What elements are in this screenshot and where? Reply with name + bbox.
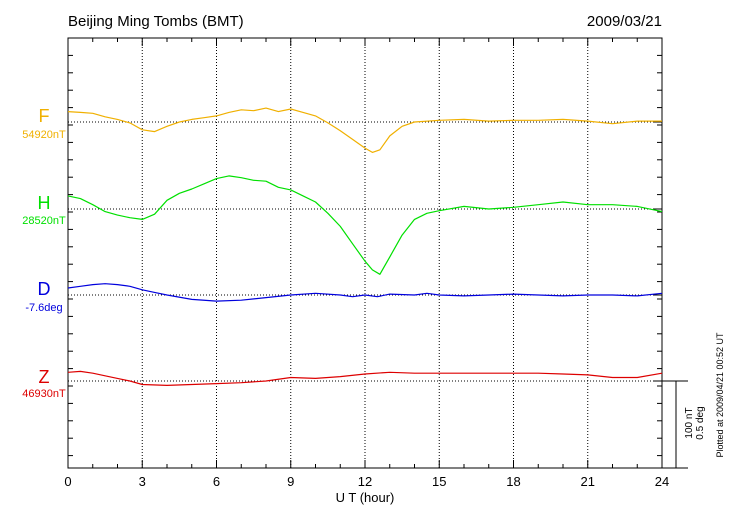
x-tick-label: 18 <box>506 474 520 489</box>
x-tick-label: 0 <box>64 474 71 489</box>
channel-name-f: F <box>39 106 50 126</box>
station-title: Beijing Ming Tombs (BMT) <box>68 13 244 30</box>
axis-ticks <box>67 38 663 468</box>
channel-name-z: Z <box>39 367 50 387</box>
grid-lines <box>141 38 589 468</box>
x-tick-label: 3 <box>139 474 146 489</box>
trace-h <box>67 175 663 275</box>
baseline-value-d: -7.6deg <box>25 302 62 314</box>
x-axis-label: U T (hour) <box>336 490 395 505</box>
x-tick-label: 9 <box>287 474 294 489</box>
channel-name-d: D <box>38 279 51 299</box>
traces <box>67 107 663 386</box>
date-label: 2009/03/21 <box>587 13 662 30</box>
x-tick-label: 6 <box>213 474 220 489</box>
trace-z <box>67 370 663 386</box>
x-tick-label: 24 <box>655 474 669 489</box>
baseline-value-h: 28520nT <box>22 215 66 227</box>
trace-d <box>67 283 663 302</box>
baseline-value-f: 54920nT <box>22 129 66 141</box>
scale-bar: 100 nT 0.5 deg <box>662 380 706 469</box>
x-tick-labels: 0 3 6 9 12 15 18 21 24 <box>64 474 669 489</box>
x-tick-label: 12 <box>358 474 372 489</box>
x-tick-label: 15 <box>432 474 446 489</box>
channel-name-h: H <box>38 193 51 213</box>
x-tick-label: 21 <box>581 474 595 489</box>
baseline-value-z: 46930nT <box>22 388 66 400</box>
trace-f <box>67 107 662 153</box>
scale-label-deg: 0.5 deg <box>695 406 706 439</box>
plotted-note: Plotted at 2009/04/21 00:52 UT <box>715 332 725 458</box>
scale-label-nt: 100 nT <box>684 407 695 438</box>
plot-frame <box>67 37 663 469</box>
